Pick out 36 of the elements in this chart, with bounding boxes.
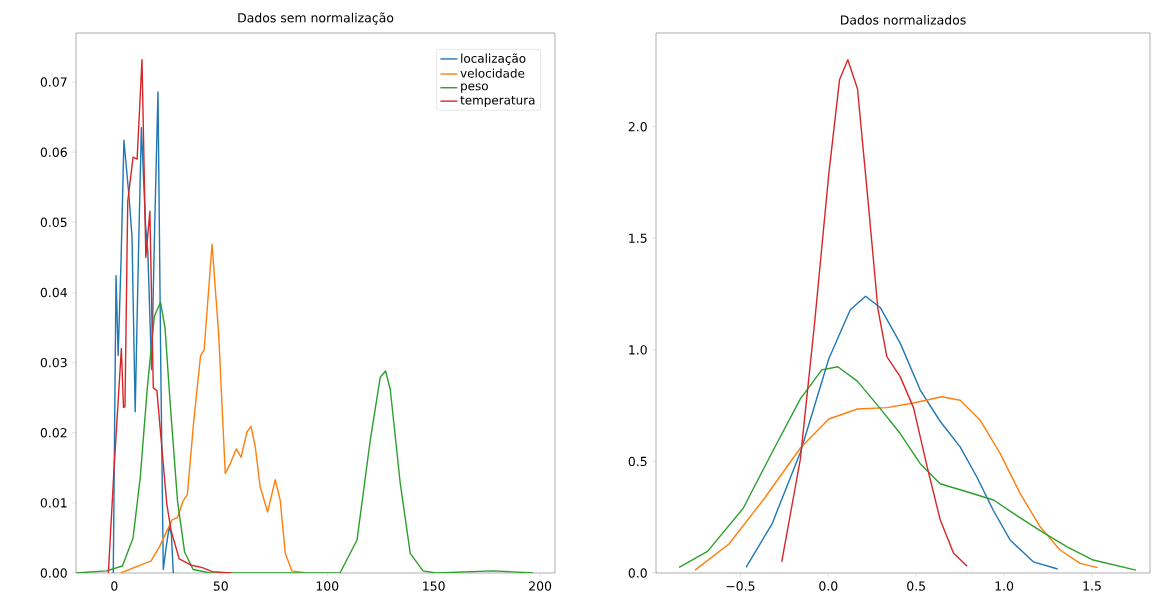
x-tick-label: 50 xyxy=(213,581,228,591)
y-tick-label: 0.00 xyxy=(40,568,67,578)
legend-label: temperatura xyxy=(460,96,535,107)
y-tick-label: 1.5 xyxy=(629,233,647,243)
line-series xyxy=(76,301,534,573)
y-tick-label: 1.0 xyxy=(629,345,647,355)
x-tick-label: 1.5 xyxy=(1083,581,1101,591)
y-tick-label: 0.06 xyxy=(40,147,67,157)
y-tick-label: 0.04 xyxy=(40,287,67,298)
x-tick-label: 0 xyxy=(111,581,118,591)
y-tick-label: 0.03 xyxy=(40,357,67,368)
line-series xyxy=(745,295,1059,570)
chart-title: Dados normalizados xyxy=(841,15,966,25)
x-tick-label: 100 xyxy=(316,581,339,591)
line-series xyxy=(781,59,968,567)
line-series xyxy=(107,58,233,573)
line-series xyxy=(678,366,1137,571)
y-tick-label: 2.0 xyxy=(628,121,647,132)
line-series xyxy=(112,91,174,573)
y-tick-label: 0.0 xyxy=(628,568,647,578)
y-tick-label: 0.05 xyxy=(40,217,67,228)
y-tick-label: 0.02 xyxy=(40,428,67,438)
x-tick-label: 200 xyxy=(529,581,552,591)
x-tick-label: 1.0 xyxy=(995,581,1014,591)
x-tick-label: 0.5 xyxy=(907,581,925,591)
line-series xyxy=(694,396,1099,571)
x-tick-label: 150 xyxy=(423,581,445,591)
legend-label: velocidade xyxy=(460,68,525,78)
y-tick-label: 0.07 xyxy=(40,77,67,87)
y-tick-label: 0.01 xyxy=(40,498,67,508)
chart-title: Dados sem normalização xyxy=(238,12,394,25)
x-tick-label: −0.5 xyxy=(726,581,755,591)
legend-label: localização xyxy=(461,53,526,65)
legend-label: peso xyxy=(461,83,488,93)
x-tick-label: 0.0 xyxy=(819,581,838,591)
y-tick-label: 0.5 xyxy=(628,456,647,467)
